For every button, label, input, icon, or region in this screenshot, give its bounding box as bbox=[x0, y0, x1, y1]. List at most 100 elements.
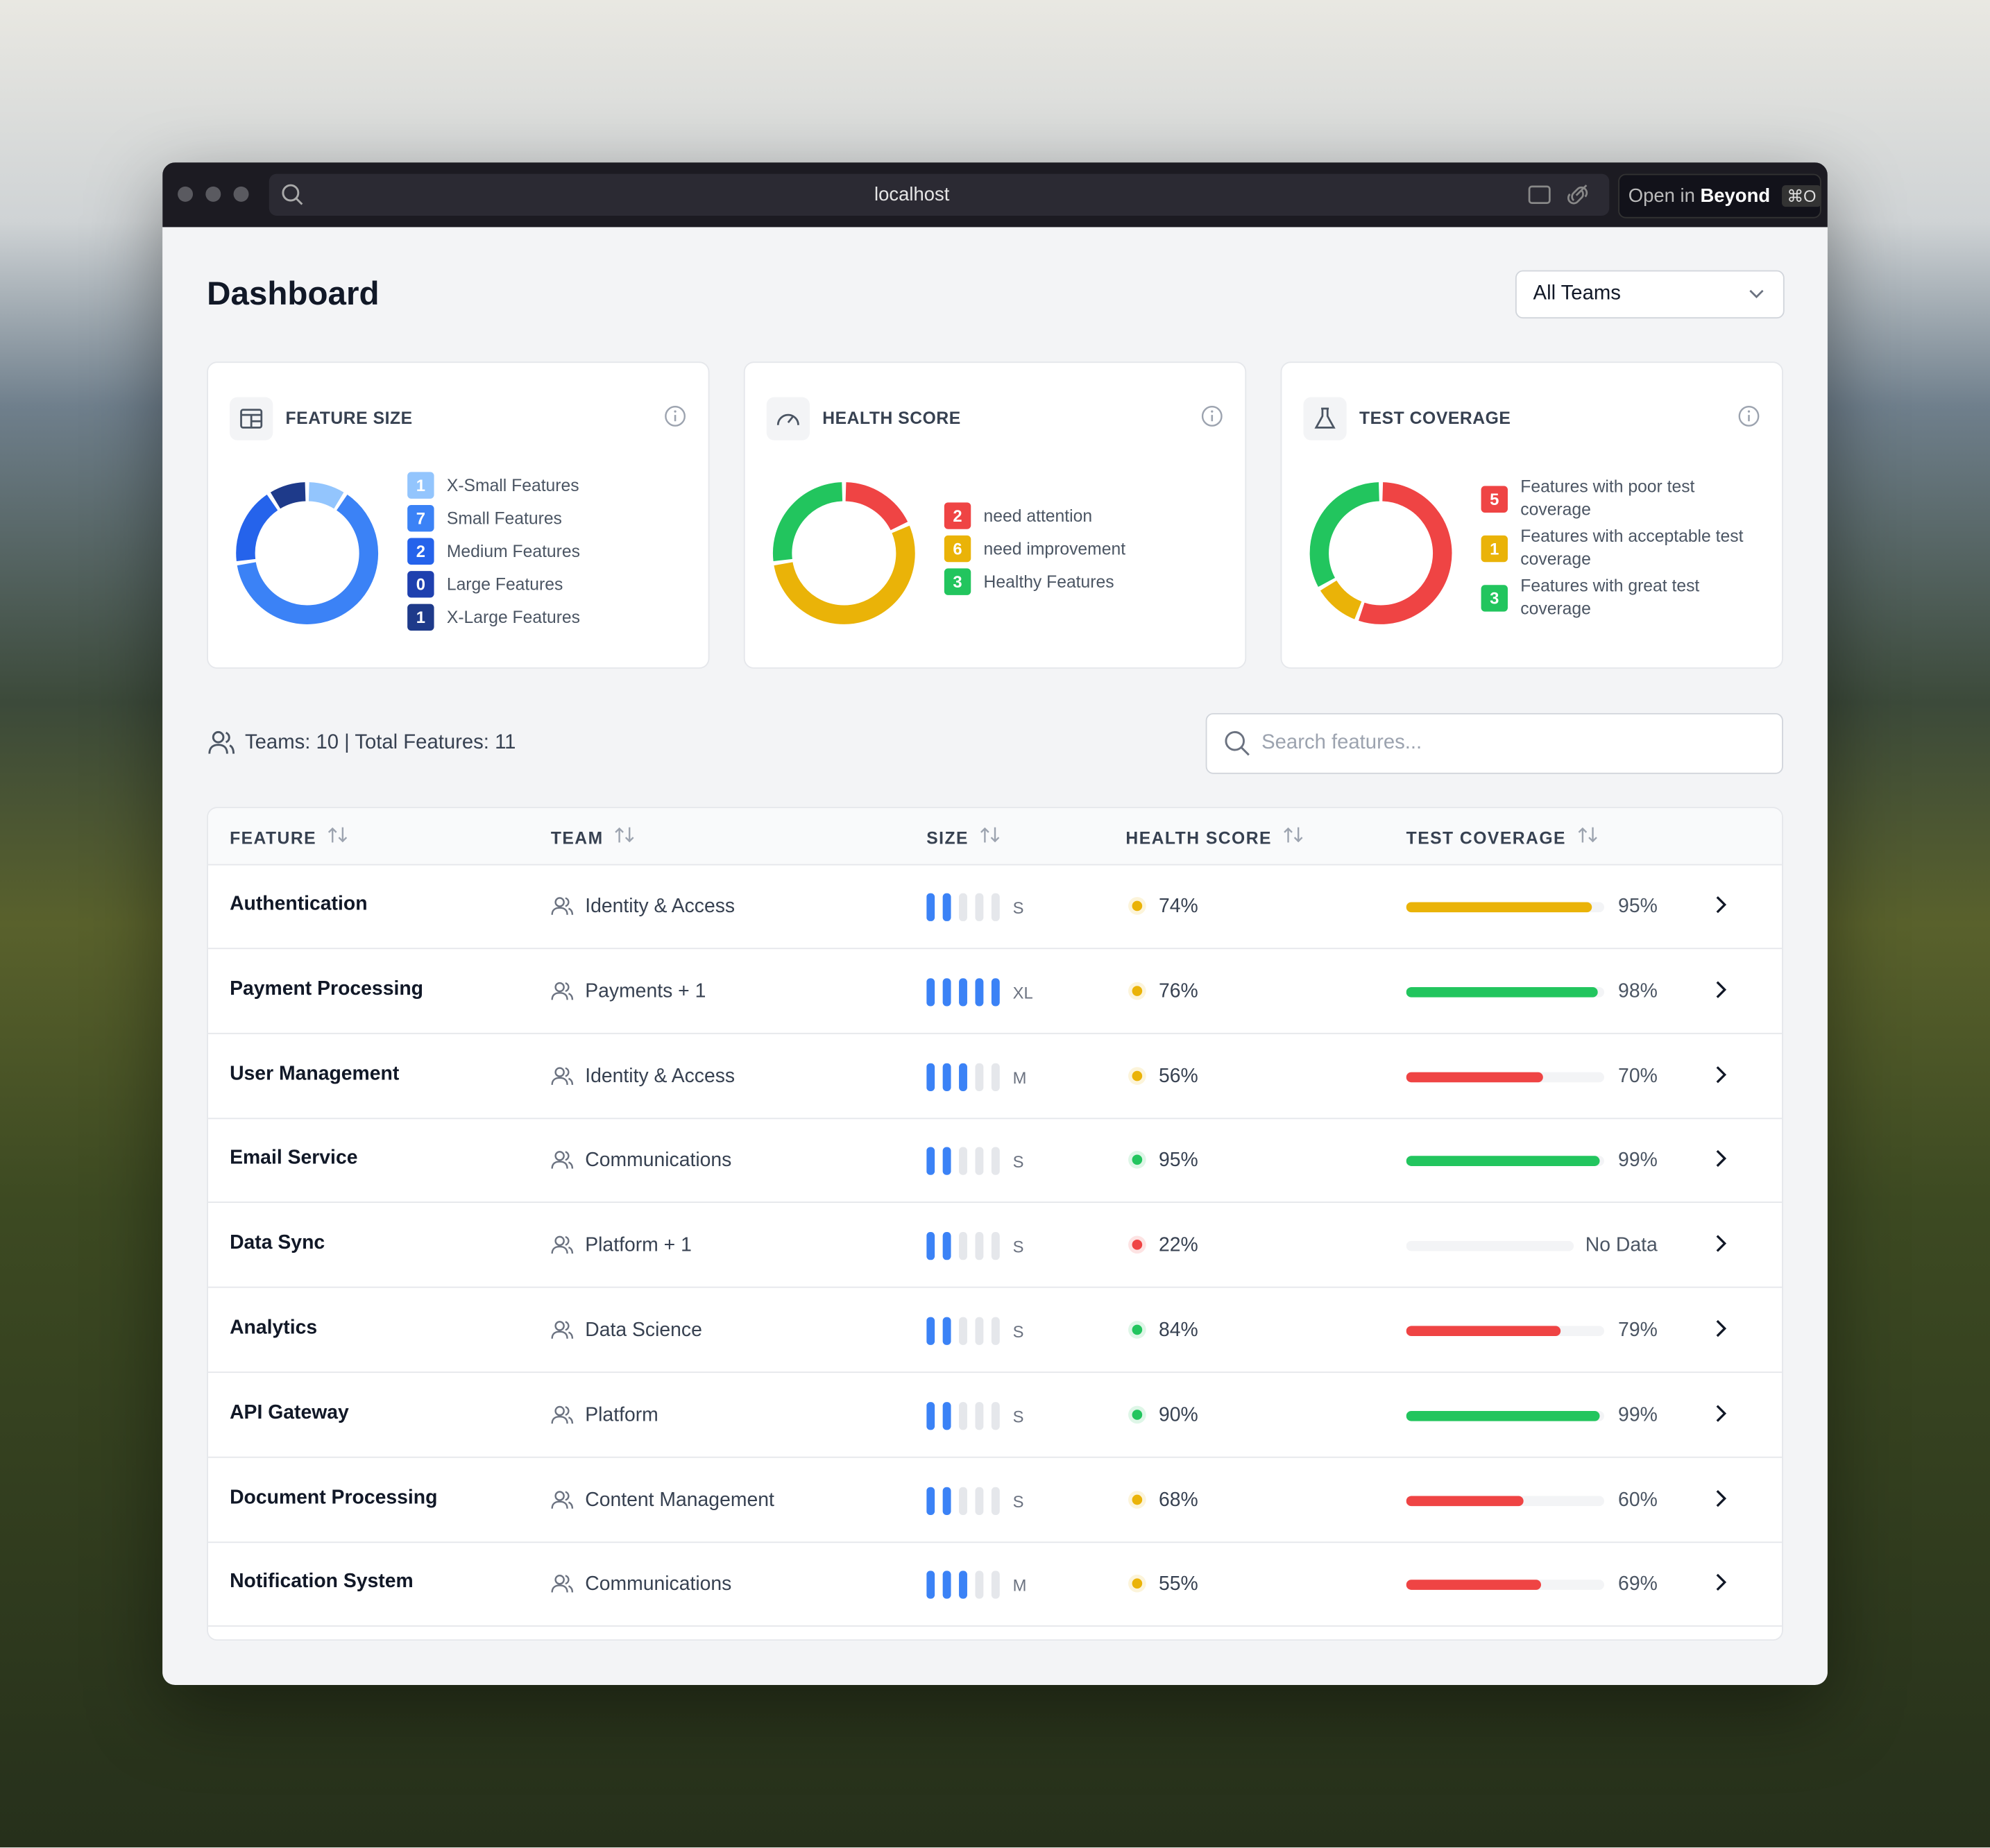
legend-count: 3 bbox=[1481, 585, 1508, 612]
size-bar bbox=[975, 1317, 984, 1345]
size-bar bbox=[991, 977, 1000, 1007]
info-icon[interactable] bbox=[1200, 404, 1223, 434]
page-title: Dashboard bbox=[207, 274, 380, 312]
size-bar bbox=[959, 1317, 967, 1345]
coverage-fill bbox=[1406, 1410, 1600, 1421]
coverage-label: 95% bbox=[1618, 896, 1658, 918]
coverage-track bbox=[1406, 1241, 1574, 1251]
team-icon bbox=[551, 1150, 574, 1177]
health-score: 22% bbox=[1158, 1235, 1198, 1257]
size-bar bbox=[991, 1571, 1000, 1600]
health-score: 95% bbox=[1158, 1149, 1198, 1172]
column-header[interactable]: TEST COVERAGE bbox=[1406, 826, 1598, 848]
donut-segment bbox=[236, 495, 278, 562]
size-bar bbox=[926, 1147, 935, 1176]
size-bar bbox=[926, 893, 935, 921]
column-header[interactable]: SIZE bbox=[926, 826, 1000, 848]
address-bar[interactable]: localhost bbox=[269, 173, 1610, 216]
legend-count: 7 bbox=[407, 504, 434, 532]
title-bar: localhost Open in Beyond ⌘O bbox=[162, 162, 1828, 228]
size-bar bbox=[959, 1232, 967, 1260]
row-chevron[interactable] bbox=[1713, 1403, 1728, 1430]
dot bbox=[1132, 1324, 1143, 1335]
donut-segment bbox=[237, 495, 379, 624]
sort-icon bbox=[615, 827, 635, 847]
card-icon bbox=[1303, 397, 1347, 440]
team-icon bbox=[551, 1235, 574, 1261]
table-row[interactable]: Data Sync Platform + 1 S 22% No Data bbox=[207, 1203, 1783, 1288]
button-text: Open in bbox=[1628, 185, 1695, 207]
search-placeholder: Search features... bbox=[1261, 732, 1422, 754]
size-bars bbox=[926, 1063, 1000, 1091]
size-bars bbox=[926, 1486, 1000, 1515]
info-icon[interactable] bbox=[664, 404, 687, 434]
sort-icon bbox=[1577, 827, 1597, 847]
size-bars bbox=[926, 1232, 1000, 1260]
team-select[interactable]: All Teams bbox=[1515, 270, 1785, 319]
size-bar bbox=[959, 893, 967, 921]
feature-name: Authentication bbox=[230, 893, 368, 915]
donut-chart bbox=[236, 482, 379, 624]
health-dot bbox=[1128, 1321, 1146, 1339]
dot bbox=[1132, 1494, 1143, 1505]
open-in-beyond-button[interactable]: Open in Beyond ⌘O bbox=[1618, 173, 1821, 219]
size-bar bbox=[975, 1486, 984, 1515]
row-chevron[interactable] bbox=[1713, 1318, 1728, 1344]
coverage-bar bbox=[1406, 1326, 1604, 1337]
size-bar bbox=[942, 1317, 951, 1345]
column-header[interactable]: HEALTH SCORE bbox=[1125, 826, 1303, 848]
column-header[interactable]: FEATURE bbox=[230, 826, 348, 848]
size-label: M bbox=[1012, 1576, 1027, 1595]
legend-count: 6 bbox=[944, 535, 971, 563]
team-name: Platform + 1 bbox=[585, 1235, 692, 1257]
column-header[interactable]: TEAM bbox=[551, 826, 636, 848]
health-score: 90% bbox=[1158, 1404, 1198, 1426]
table-row[interactable]: User Management Identity & Access M 56% 70% bbox=[207, 1034, 1783, 1119]
size-bar bbox=[942, 1486, 951, 1515]
table-row[interactable]: Analytics Data Science S 84% 79% bbox=[207, 1288, 1783, 1374]
size-bar bbox=[942, 1401, 951, 1430]
row-chevron[interactable] bbox=[1713, 1233, 1728, 1260]
size-bar bbox=[942, 1571, 951, 1600]
size-bar bbox=[926, 1401, 935, 1430]
donut-chart bbox=[1309, 482, 1452, 624]
feature-name: Document Processing bbox=[230, 1486, 438, 1509]
coverage-bar bbox=[1406, 1495, 1604, 1506]
dot bbox=[1132, 1070, 1143, 1081]
donut-segment bbox=[1309, 482, 1380, 588]
feature-name: Email Service bbox=[230, 1147, 358, 1170]
teams-icon bbox=[208, 730, 235, 754]
row-chevron[interactable] bbox=[1713, 895, 1728, 921]
info-icon[interactable] bbox=[1737, 404, 1760, 434]
table-row[interactable]: API Gateway Platform S 90% 99% bbox=[207, 1373, 1783, 1458]
size-bar bbox=[926, 977, 935, 1007]
size-bar bbox=[942, 893, 951, 921]
legend-label: need attention bbox=[983, 506, 1093, 526]
row-chevron[interactable] bbox=[1713, 979, 1728, 1006]
size-bar bbox=[991, 1063, 1000, 1091]
row-chevron[interactable] bbox=[1713, 1573, 1728, 1599]
row-chevron[interactable] bbox=[1713, 1149, 1728, 1175]
health-score: 56% bbox=[1158, 1065, 1198, 1087]
coverage-bar bbox=[1406, 986, 1604, 998]
table-row[interactable]: Email Service Communications S 95% 99% bbox=[207, 1118, 1783, 1204]
row-chevron[interactable] bbox=[1713, 1488, 1728, 1514]
team-name: Communications bbox=[585, 1149, 732, 1172]
size-bar bbox=[926, 1232, 935, 1260]
size-bar bbox=[991, 893, 1000, 921]
table-row[interactable]: Notification System Communications M 55% 69% bbox=[207, 1542, 1783, 1627]
team-select-value: All Teams bbox=[1533, 282, 1621, 305]
donut-chart bbox=[772, 482, 915, 624]
legend-label: Features with acceptable test coverage bbox=[1520, 527, 1744, 568]
table-row[interactable]: Authentication Identity & Access S 74% 95% bbox=[207, 864, 1783, 950]
coverage-label: No Data bbox=[1585, 1235, 1658, 1257]
legend-label: Small Features bbox=[446, 508, 562, 528]
size-bars bbox=[926, 1571, 1000, 1600]
card-title: HEALTH SCORE bbox=[822, 408, 961, 428]
size-bar bbox=[926, 1063, 935, 1091]
coverage-fill bbox=[1406, 1495, 1524, 1506]
table-row[interactable]: Document Processing Content Management S 68… bbox=[207, 1457, 1783, 1543]
table-row[interactable]: Payment Processing Payments + 1 XL 76% 98% bbox=[207, 949, 1783, 1034]
row-chevron[interactable] bbox=[1713, 1064, 1728, 1090]
search-input[interactable]: Search features... bbox=[1205, 712, 1783, 774]
